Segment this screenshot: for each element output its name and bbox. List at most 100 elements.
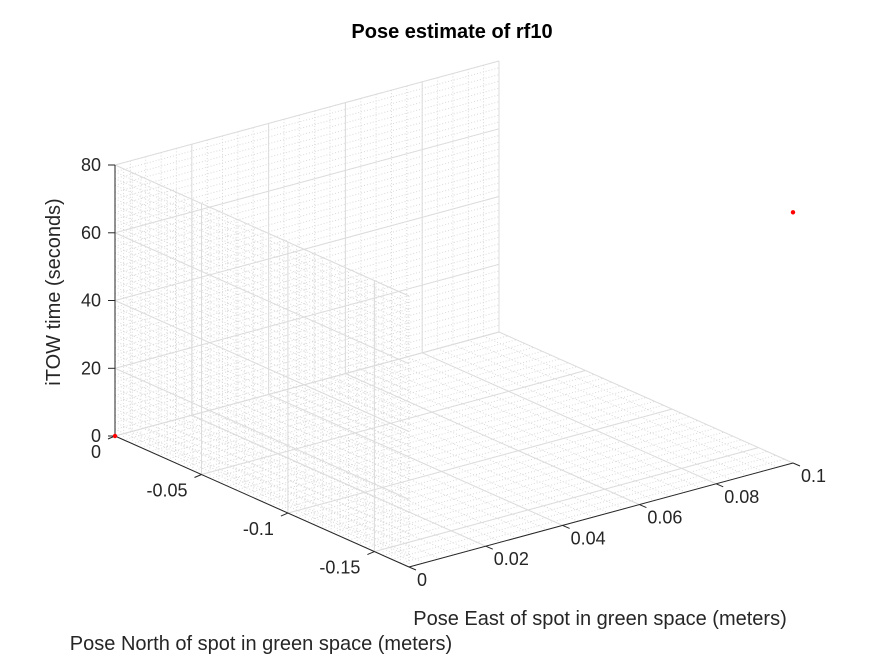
floor-grid-line-minor	[296, 412, 681, 518]
floor-grid-line-minor	[149, 346, 534, 452]
back-wall-grid-line-minor	[114, 94, 500, 200]
data-point-2	[790, 210, 796, 215]
back-wall-grid-line-minor	[114, 80, 500, 186]
x-tick-mark	[716, 483, 724, 488]
floor-grid-line-minor	[227, 381, 612, 487]
floor-grid-line-minor	[313, 420, 699, 526]
back-wall-grid-line-minor	[114, 297, 500, 403]
x-tick-label: 0.1	[801, 466, 826, 486]
floor-grid-line-minor	[253, 393, 638, 499]
back-wall-grid-line-minor	[114, 243, 500, 349]
floor-grid-line-minor	[400, 458, 785, 564]
floor-grid-line-minor	[365, 443, 750, 549]
floor-grid-line-minor	[406, 356, 702, 489]
floor-grid-line-minor	[356, 439, 742, 545]
tick-labels: 0 0.02 0.04 0.06 0.08 0.1 0 -0.05 -0.1 -0.15 0 20 40…	[81, 155, 826, 590]
back-wall-grid-line-minor	[114, 250, 500, 356]
floor-grid-line	[287, 408, 673, 514]
back-wall-grid-line-minor	[114, 229, 500, 335]
y-tick-label: -0.05	[146, 481, 187, 501]
floor-grid-line-minor	[244, 389, 629, 495]
floor-grid-line-minor	[452, 344, 748, 476]
y-tick-label: -0.15	[319, 558, 360, 578]
floor-grid-line-minor	[160, 423, 456, 555]
back-wall-grid-line-minor	[114, 107, 500, 213]
floor-grid-line-minor	[175, 358, 560, 464]
side-wall-grid-line	[114, 367, 410, 500]
floor-grid-line-minor	[391, 360, 686, 493]
side-wall-grid-line-minor	[114, 286, 410, 419]
back-wall-grid-line-minor	[114, 162, 500, 268]
x-tick-label: 0.02	[494, 549, 529, 569]
floor-grid-line-minor	[283, 389, 579, 522]
floor-grid-line-minor	[132, 339, 517, 445]
back-wall-grid-line-minor	[114, 202, 500, 308]
floor-grid-line-minor	[279, 404, 664, 510]
x-tick-mark	[408, 566, 417, 571]
floor-grid-line-minor	[339, 431, 724, 537]
floor-grid-line-minor	[270, 400, 655, 506]
z-axis-label: iTOW time (seconds)	[43, 198, 65, 385]
x-axis-line	[408, 462, 794, 568]
floor-grid-line-minor	[360, 368, 656, 501]
back-wall-grid-line-minor	[114, 209, 500, 315]
back-wall-grid-line	[114, 263, 500, 369]
floor-grid-line-minor	[237, 402, 533, 535]
back-wall-grid-line	[114, 196, 500, 301]
z-tick-label: 60	[81, 223, 101, 243]
y-tick-label: 0	[91, 442, 101, 462]
floor-grid-line-minor	[209, 373, 595, 479]
z-tick-label: 40	[81, 291, 101, 311]
side-wall-grid-line-minor	[114, 259, 410, 392]
back-wall-grid-line	[114, 331, 500, 437]
floor-grid-line-minor	[166, 354, 552, 460]
floor-grid-line-minor	[305, 416, 690, 522]
x-axis-label: Pose East of spot in green space (meters…	[413, 608, 787, 630]
back-wall-grid-line-minor	[114, 270, 500, 376]
floor-grid-line-minor	[192, 366, 577, 472]
back-wall-grid-line-minor	[114, 223, 500, 329]
back-wall-grid-line-minor	[114, 182, 500, 288]
floor-grid-line-minor	[391, 454, 776, 560]
side-wall-grid-line	[114, 164, 410, 297]
floor-grid-line	[498, 331, 794, 464]
y-tick-mark	[280, 512, 289, 517]
data-point-1	[112, 433, 118, 439]
back-wall-grid-line-minor	[114, 284, 500, 390]
back-wall-grid-line-minor	[114, 101, 500, 207]
x-tick-label: 0.04	[571, 528, 606, 548]
floor-grid-line-minor	[331, 427, 716, 533]
back-wall-grid-line-minor	[114, 135, 500, 240]
side-wall-grid-line	[114, 232, 410, 365]
back-wall-grid-line-minor	[114, 216, 500, 322]
floor-grid-line-minor	[140, 343, 526, 449]
floor-grid-line-minor	[158, 350, 543, 456]
floor-grid-line-minor	[299, 385, 594, 518]
floor-grid-line	[201, 370, 586, 475]
floor-grid-line	[191, 414, 487, 547]
chart-title: Pose estimate of rf10	[351, 21, 552, 43]
back-wall-grid-line-minor	[114, 257, 500, 362]
back-wall-grid-line-minor	[114, 148, 500, 254]
floor-grid-line-minor	[235, 385, 621, 491]
minor-grid	[114, 60, 794, 568]
x-tick-label: 0.08	[724, 487, 759, 507]
y-axis-line	[114, 435, 410, 568]
floor-grid-line-minor	[348, 435, 733, 541]
back-wall-grid-line-minor	[114, 74, 500, 180]
z-tick-label: 20	[81, 358, 101, 378]
x-tick-mark	[562, 524, 570, 529]
back-wall-grid-line	[114, 60, 500, 166]
back-wall-grid-line-minor	[114, 189, 500, 295]
back-wall-grid-line-minor	[114, 87, 500, 193]
back-wall-grid-line-minor	[114, 67, 500, 173]
x-tick-mark	[792, 462, 801, 467]
side-wall-grid-line-minor	[114, 205, 410, 338]
data-points	[112, 210, 796, 439]
axes	[107, 164, 801, 571]
side-wall-grid-line	[114, 300, 410, 432]
floor-grid-line-minor	[184, 362, 569, 468]
back-wall-grid-line-minor	[114, 236, 500, 342]
z-tick-label: 80	[81, 155, 101, 175]
